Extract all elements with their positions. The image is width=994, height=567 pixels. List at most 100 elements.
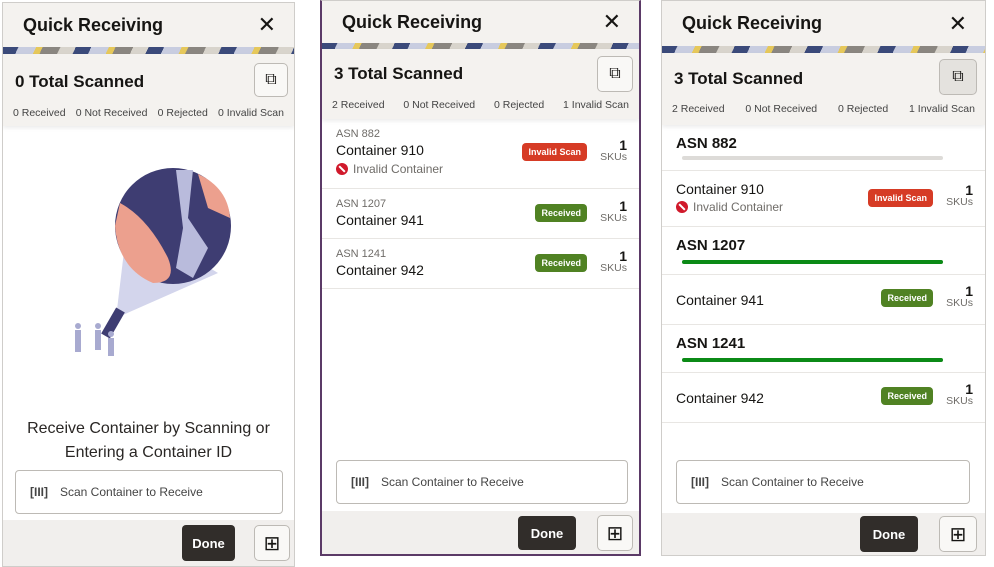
not-received-count: 0 Not Received <box>75 107 148 119</box>
container-name: Container 910 <box>336 142 424 158</box>
scan-container-input[interactable]: [III] Scan Container to Receive <box>336 460 628 504</box>
asn-group-header[interactable]: ASN 882 <box>662 125 985 171</box>
sku-count: 1 SKUs <box>600 199 627 224</box>
done-button[interactable]: Done <box>860 516 918 552</box>
asn-label: ASN 1207 <box>336 198 387 210</box>
error-text: Invalid Container <box>353 162 444 176</box>
invalid-scan-count: 1 Invalid Scan <box>909 103 975 115</box>
done-button[interactable]: Done <box>182 525 235 561</box>
footer: Done ⊞ <box>662 513 985 555</box>
scan-container-input[interactable]: [III] Scan Container to Receive <box>15 470 283 514</box>
decorative-stripe <box>662 46 985 53</box>
container-name: Container 942 <box>336 262 424 278</box>
quick-receiving-panel-list: Quick Receiving ✕ 3 Total Scanned ⧉ 2 Re… <box>320 0 641 556</box>
total-scanned: 3 Total Scanned <box>674 69 804 88</box>
sku-label: SKUs <box>600 212 627 224</box>
rejected-count: 0 Rejected <box>837 103 889 115</box>
invalid-scan-count: 1 Invalid Scan <box>563 99 629 111</box>
empty-state-message: Receive Container by Scanning or Enterin… <box>3 417 294 465</box>
footer: Done ⊞ <box>322 511 639 554</box>
empty-message-line-2: Entering a Container ID <box>64 444 233 461</box>
panel-title: Quick Receiving <box>23 14 164 35</box>
asn-label: ASN 882 <box>336 128 381 140</box>
quick-receiving-panel-empty: Quick Receiving ✕ 0 Total Scanned ⧉ 0 Re… <box>2 2 295 567</box>
sku-label: SKUs <box>946 196 973 208</box>
asn-group-header[interactable]: ASN 1241 <box>662 325 985 373</box>
panel-title: Quick Receiving <box>682 13 823 33</box>
grid-icon: ⊞ <box>949 523 967 546</box>
container-row[interactable]: Container 942 Received 1 SKUs <box>662 373 985 423</box>
hierarchy-icon: ⧉ <box>265 71 277 88</box>
hierarchy-view-button[interactable]: ⧉ <box>939 59 977 95</box>
hierarchy-icon: ⧉ <box>952 68 964 85</box>
status-counts: 2 Received 0 Not Received 0 Rejected 1 I… <box>672 103 975 115</box>
error-icon <box>676 201 688 213</box>
sku-count: 1 SKUs <box>600 248 627 274</box>
sku-count: 1 SKUs <box>600 137 627 163</box>
sku-number: 1 <box>965 182 973 198</box>
asn-progress-bar <box>682 260 943 264</box>
done-button[interactable]: Done <box>518 516 576 550</box>
grid-icon: ⊞ <box>263 532 281 555</box>
sku-number: 1 <box>619 137 627 153</box>
decorative-stripe <box>3 47 294 54</box>
grid-menu-button[interactable]: ⊞ <box>939 516 977 552</box>
status-badge: Received <box>881 289 933 307</box>
status-badge: Invalid Scan <box>522 143 587 161</box>
asn-label: ASN 1241 <box>336 248 387 260</box>
error-message: Invalid Container <box>676 200 783 214</box>
container-row[interactable]: Container 910 Invalid Container Invalid Sc… <box>662 171 985 227</box>
sku-number: 1 <box>965 381 973 397</box>
sku-label: SKUs <box>946 395 973 407</box>
sku-label: SKUs <box>946 297 973 309</box>
status-badge: Invalid Scan <box>868 189 933 207</box>
sku-number: 1 <box>965 283 973 299</box>
invalid-scan-count: 0 Invalid Scan <box>218 107 284 119</box>
asn-label: ASN 882 <box>676 135 737 152</box>
error-icon <box>336 163 348 175</box>
header: Quick Receiving ✕ <box>662 1 985 46</box>
asn-progress-fill <box>682 260 943 264</box>
container-row[interactable]: ASN 882 Container 910 Invalid Container Inv… <box>322 119 639 189</box>
hierarchy-view-button[interactable]: ⧉ <box>254 63 288 97</box>
barcode-scan-icon: [III] <box>30 485 48 499</box>
grid-menu-button[interactable]: ⊞ <box>254 525 290 561</box>
barcode-scan-icon: [III] <box>351 475 369 489</box>
received-count: 2 Received <box>332 99 385 111</box>
not-received-count: 0 Not Received <box>745 103 818 115</box>
asn-label: ASN 1241 <box>676 335 746 352</box>
received-count: 2 Received <box>672 103 725 115</box>
sku-count: 1 SKUs <box>946 381 973 407</box>
hierarchy-view-button[interactable]: ⧉ <box>597 56 633 92</box>
close-icon[interactable]: ✕ <box>257 12 276 37</box>
scan-summary: 3 Total Scanned ⧉ 2 Received 0 Not Recei… <box>662 53 985 125</box>
close-icon[interactable]: ✕ <box>602 9 621 34</box>
asn-progress-bar <box>682 358 943 362</box>
grid-menu-button[interactable]: ⊞ <box>597 515 633 551</box>
sku-label: SKUs <box>600 151 627 163</box>
scan-container-input[interactable]: [III] Scan Container to Receive <box>676 460 970 504</box>
close-icon[interactable]: ✕ <box>948 10 967 36</box>
scan-placeholder: Scan Container to Receive <box>721 475 864 489</box>
container-row[interactable]: ASN 1207 Container 941 Received 1 SKUs <box>322 189 639 239</box>
asn-label: ASN 1207 <box>676 237 746 254</box>
asn-progress-fill <box>682 358 943 362</box>
scan-summary: 0 Total Scanned ⧉ 0 Received 0 Not Recei… <box>3 54 294 126</box>
asn-group-header[interactable]: ASN 1207 <box>662 227 985 275</box>
container-name: Container 941 <box>336 212 424 228</box>
sku-count: 1 SKUs <box>946 182 973 208</box>
received-count: 0 Received <box>13 107 66 119</box>
sku-number: 1 <box>619 248 627 264</box>
grid-icon: ⊞ <box>606 522 624 545</box>
panel-title: Quick Receiving <box>342 11 483 32</box>
status-counts: 2 Received 0 Not Received 0 Rejected 1 I… <box>332 99 629 111</box>
container-row[interactable]: Container 941 Received 1 SKUs <box>662 275 985 325</box>
not-received-count: 0 Not Received <box>403 99 476 111</box>
hierarchy-icon: ⧉ <box>609 65 621 82</box>
status-counts: 0 Received 0 Not Received 0 Rejected 0 I… <box>13 107 284 119</box>
status-badge: Received <box>535 254 587 272</box>
asn-progress-bar <box>682 156 943 160</box>
container-name: Container 942 <box>676 390 764 406</box>
status-badge: Received <box>535 204 587 222</box>
container-row[interactable]: ASN 1241 Container 942 Received 1 SKUs <box>322 239 639 289</box>
